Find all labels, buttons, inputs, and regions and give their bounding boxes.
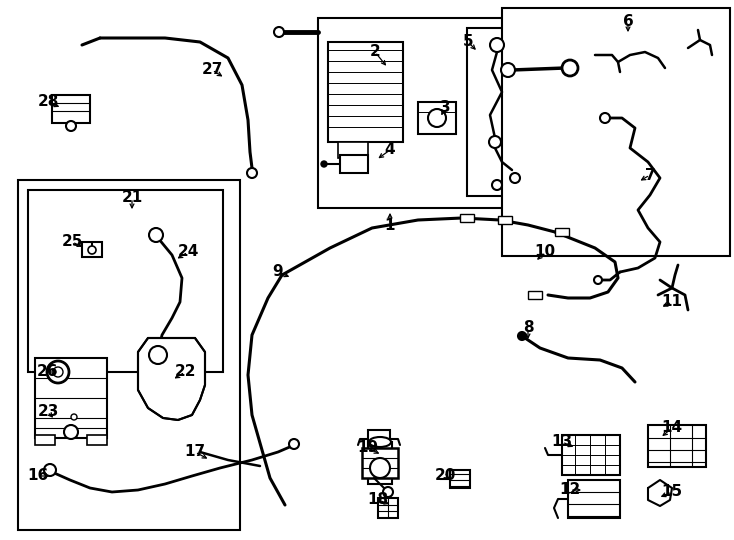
Text: 27: 27 bbox=[201, 63, 222, 78]
Text: 26: 26 bbox=[37, 364, 59, 380]
Bar bbox=[35, 358, 107, 438]
Circle shape bbox=[501, 63, 515, 77]
Circle shape bbox=[88, 246, 96, 254]
Bar bbox=[52, 95, 90, 123]
Circle shape bbox=[274, 27, 284, 37]
Text: 11: 11 bbox=[661, 294, 683, 309]
Text: 19: 19 bbox=[357, 441, 379, 456]
Circle shape bbox=[600, 113, 610, 123]
Bar bbox=[568, 480, 620, 518]
Bar bbox=[418, 102, 456, 134]
Circle shape bbox=[492, 180, 502, 190]
Text: 2: 2 bbox=[370, 44, 380, 59]
Bar bbox=[528, 291, 542, 299]
Circle shape bbox=[510, 173, 520, 183]
Circle shape bbox=[53, 367, 63, 377]
Text: 9: 9 bbox=[273, 265, 283, 280]
Circle shape bbox=[64, 425, 78, 439]
Text: 22: 22 bbox=[174, 364, 196, 380]
Bar bbox=[28, 190, 223, 372]
Bar bbox=[362, 448, 398, 478]
Text: 24: 24 bbox=[178, 245, 199, 260]
Circle shape bbox=[383, 487, 393, 497]
Bar bbox=[87, 435, 107, 445]
Bar bbox=[498, 216, 512, 224]
Circle shape bbox=[518, 332, 526, 340]
Text: 3: 3 bbox=[440, 100, 451, 116]
Circle shape bbox=[490, 38, 504, 52]
Circle shape bbox=[428, 109, 446, 127]
Circle shape bbox=[44, 464, 56, 476]
Circle shape bbox=[489, 136, 501, 148]
Circle shape bbox=[66, 121, 76, 131]
Text: 12: 12 bbox=[559, 483, 581, 497]
Text: 28: 28 bbox=[37, 94, 59, 110]
Text: 13: 13 bbox=[551, 435, 573, 449]
Text: 15: 15 bbox=[661, 484, 683, 500]
Circle shape bbox=[562, 60, 578, 76]
Text: 1: 1 bbox=[385, 218, 395, 233]
Bar bbox=[502, 8, 730, 256]
Circle shape bbox=[149, 228, 163, 242]
Text: 16: 16 bbox=[27, 469, 48, 483]
Text: 21: 21 bbox=[121, 191, 142, 206]
Bar bbox=[318, 18, 573, 208]
Bar bbox=[18, 180, 240, 530]
Circle shape bbox=[71, 414, 77, 420]
Circle shape bbox=[47, 361, 69, 383]
Circle shape bbox=[594, 276, 602, 284]
Text: 5: 5 bbox=[462, 35, 473, 50]
Bar bbox=[460, 214, 474, 222]
Bar bbox=[562, 435, 620, 475]
Bar bbox=[38, 408, 60, 426]
Bar bbox=[368, 442, 392, 484]
Bar bbox=[35, 435, 55, 445]
Text: 25: 25 bbox=[62, 234, 83, 249]
Text: 14: 14 bbox=[661, 421, 683, 435]
Text: 20: 20 bbox=[435, 469, 456, 483]
Bar bbox=[648, 425, 706, 467]
Bar bbox=[450, 470, 470, 488]
Text: 8: 8 bbox=[523, 321, 534, 335]
Bar bbox=[467, 28, 567, 196]
Polygon shape bbox=[138, 338, 205, 420]
Circle shape bbox=[247, 168, 257, 178]
Bar bbox=[368, 430, 390, 448]
Circle shape bbox=[321, 161, 327, 167]
Bar bbox=[338, 142, 368, 158]
Text: 18: 18 bbox=[368, 492, 388, 508]
Text: 23: 23 bbox=[37, 404, 59, 420]
Text: 7: 7 bbox=[644, 167, 655, 183]
Bar bbox=[82, 242, 102, 257]
Text: 4: 4 bbox=[385, 143, 396, 158]
Bar bbox=[555, 228, 569, 236]
Circle shape bbox=[289, 439, 299, 449]
Text: 10: 10 bbox=[534, 245, 556, 260]
Text: 6: 6 bbox=[622, 15, 633, 30]
Ellipse shape bbox=[369, 437, 391, 447]
Circle shape bbox=[370, 458, 390, 478]
Bar bbox=[378, 498, 398, 518]
Circle shape bbox=[149, 346, 167, 364]
Text: 17: 17 bbox=[184, 444, 206, 460]
Bar bbox=[328, 42, 403, 142]
Bar bbox=[340, 155, 368, 173]
